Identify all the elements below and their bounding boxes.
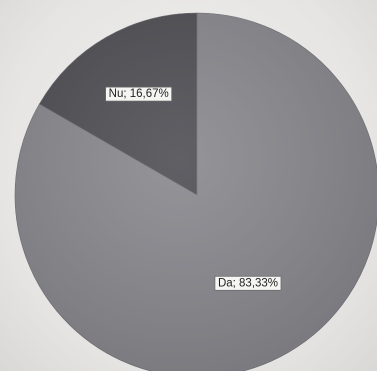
data-label-nu: Nu; 16,67% bbox=[105, 86, 173, 102]
data-label-box-da bbox=[214, 275, 282, 291]
pie-slices bbox=[14, 12, 377, 371]
data-label-text-nu: Nu; 16,67% bbox=[109, 88, 169, 100]
pie-data-labels: Nu; 16,67% Da; 83,33% bbox=[105, 86, 282, 291]
data-label-da: Da; 83,33% bbox=[214, 275, 282, 291]
data-label-text-da: Da; 83,33% bbox=[218, 277, 278, 289]
data-label-box-nu bbox=[105, 86, 173, 102]
